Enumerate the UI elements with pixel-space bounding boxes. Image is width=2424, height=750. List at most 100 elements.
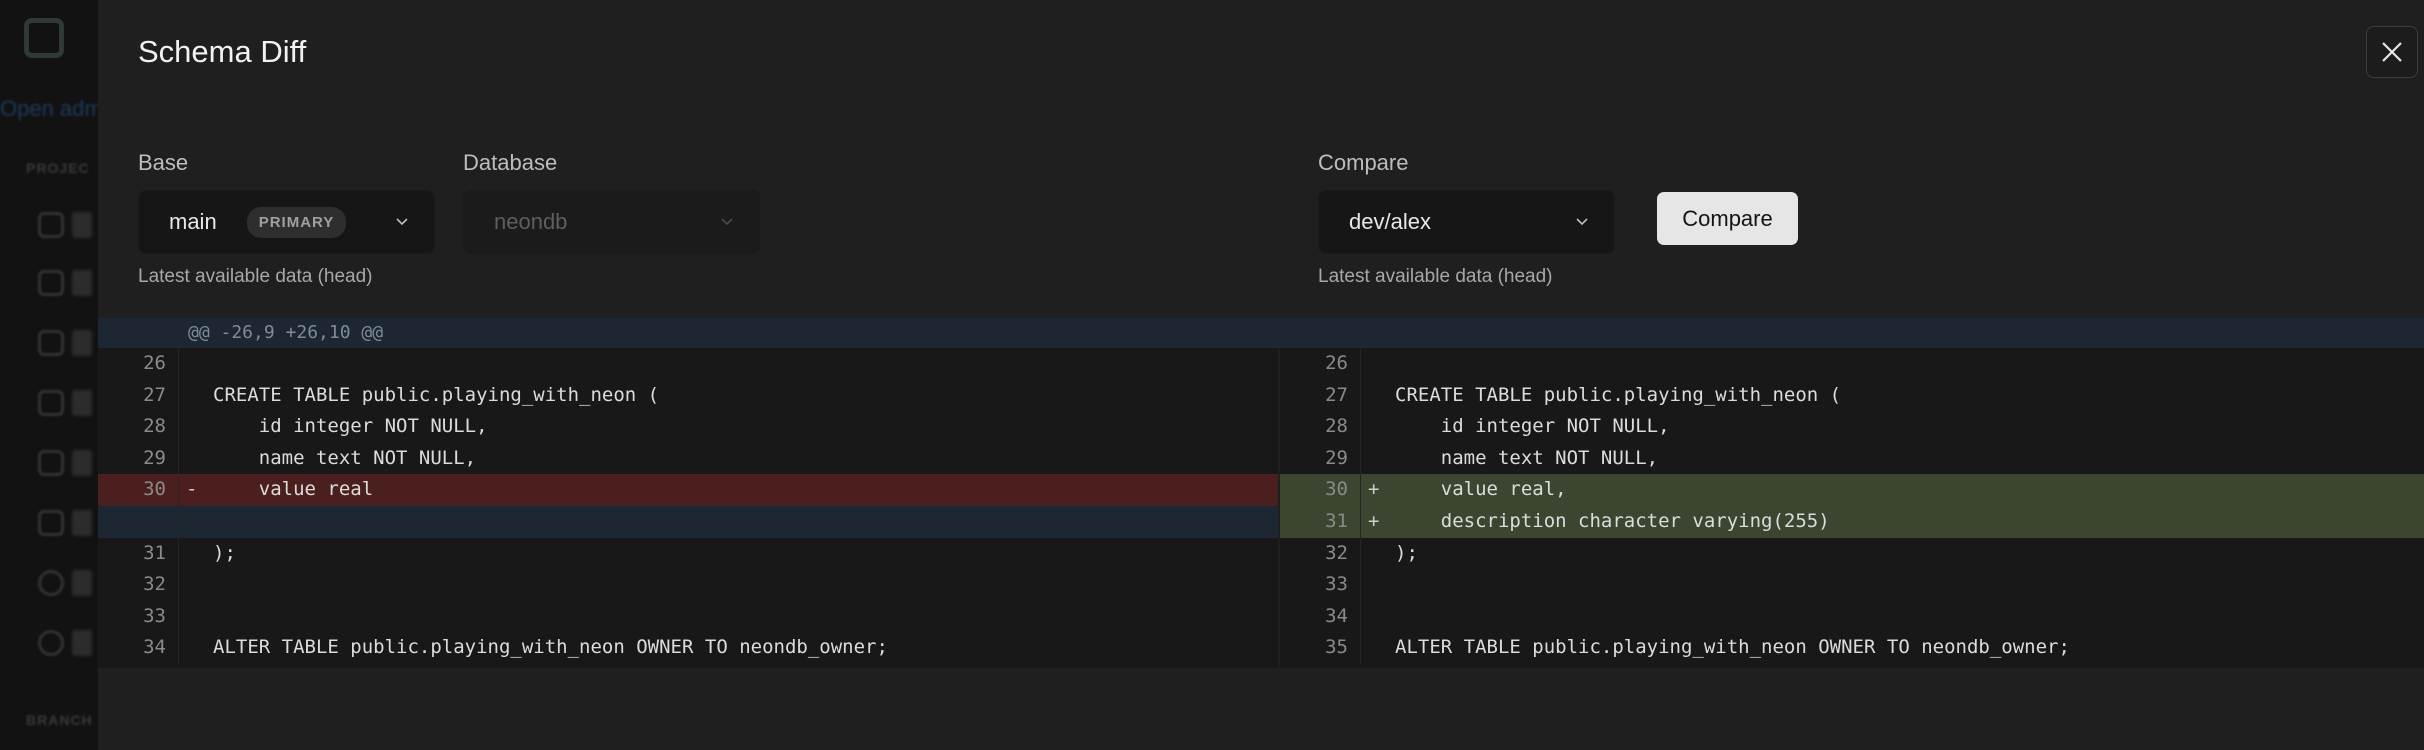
line-number: 29 — [1325, 446, 1348, 469]
diff-line: 29 name text NOT NULL, — [1280, 442, 2424, 475]
line-number: 33 — [143, 604, 166, 627]
diff-line: 32); — [1280, 537, 2424, 570]
database-select[interactable]: neondb — [463, 190, 760, 254]
dashboard-icon[interactable] — [38, 212, 64, 238]
gutter-divider — [1360, 442, 1361, 475]
base-branch-value: main — [169, 209, 217, 234]
code-text: description character varying(255) — [1395, 509, 1830, 532]
compare-branch-value: dev/alex — [1349, 209, 1431, 234]
line-number: 32 — [143, 573, 166, 596]
line-number: 30 — [143, 478, 166, 501]
gutter-divider — [178, 348, 179, 380]
line-number: 30 — [1325, 478, 1348, 501]
code-text: ); — [1395, 541, 1418, 564]
gutter-divider — [178, 474, 179, 506]
code-text: id integer NOT NULL, — [1395, 415, 1670, 438]
gutter-divider — [1360, 632, 1361, 664]
restore-icon[interactable] — [38, 390, 64, 416]
dialog-title: Schema Diff — [138, 34, 307, 69]
code-text: id integer NOT NULL, — [213, 415, 488, 438]
gutter-divider — [1360, 569, 1361, 601]
monitoring-icon[interactable] — [38, 450, 64, 476]
gutter-divider — [1360, 474, 1361, 506]
diff-line: 30- value real — [98, 474, 1278, 506]
line-number: 35 — [1325, 636, 1348, 659]
check-icon[interactable] — [38, 630, 64, 656]
line-number: 26 — [1325, 352, 1348, 374]
compare-branch-select[interactable]: dev/alex — [1318, 190, 1615, 254]
compare-label: Compare — [1318, 150, 1409, 175]
open-admin-link[interactable]: Open adm — [0, 96, 98, 121]
base-branch-select[interactable]: main PRIMARY — [138, 190, 435, 254]
gutter-divider — [1360, 348, 1361, 380]
line-number: 29 — [143, 446, 166, 469]
code-text: value real, — [1395, 478, 1567, 501]
base-label: Base — [138, 150, 189, 175]
diff-line: 26 — [98, 348, 1278, 380]
diff-line: 33 — [98, 600, 1278, 633]
sidebar-section-branches: BRANCH — [26, 712, 93, 728]
line-number: 26 — [143, 352, 166, 374]
compare-hint: Latest available data (head) — [1318, 266, 1553, 287]
code-text: ALTER TABLE public.playing_with_neon OWN… — [213, 636, 888, 659]
sidebar-section-project: PROJEC — [26, 160, 90, 176]
diff-line: 35 ALTER TABLE public.playing_with_neon O… — [1280, 632, 2424, 664]
code-text: value real — [213, 478, 374, 501]
diff-line: 27 CREATE TABLE public.playing_with_neon … — [98, 379, 1278, 412]
code-text: CREATE TABLE public.playing_with_neon ( — [1395, 383, 1842, 406]
sidebar-item[interactable] — [72, 330, 92, 356]
diff-line: 26 — [1280, 348, 2424, 380]
sql-editor-icon[interactable] — [38, 330, 64, 356]
diff-line: 34 ALTER TABLE public.playing_with_neon O… — [98, 632, 1278, 664]
line-number: 32 — [1325, 541, 1348, 564]
database-label: Database — [463, 150, 558, 175]
diff-marker: + — [1368, 478, 1380, 501]
gutter-divider — [178, 442, 179, 475]
diff-line: 31 + description character varying(255) — [1280, 505, 2424, 538]
diff-pane-compare: 26 27 CREATE TABLE public.playing_with_neo… — [1280, 348, 2424, 668]
base-hint: Latest available data (head) — [138, 266, 373, 287]
code-text: name text NOT NULL, — [1395, 446, 1659, 469]
diff-line: 30 + value real, — [1280, 474, 2424, 506]
sidebar-item[interactable] — [72, 630, 92, 656]
branches-icon[interactable] — [38, 270, 64, 296]
diff-pane-base: 26 27 CREATE TABLE public.playing_with_neo… — [98, 348, 1278, 668]
diff-marker: + — [1368, 509, 1380, 532]
database-value: neondb — [494, 209, 568, 234]
chevron-down-icon — [396, 218, 408, 226]
diff-line: 28 id integer NOT NULL, — [1280, 411, 2424, 443]
line-number: 28 — [1325, 415, 1348, 438]
gutter-divider — [1360, 411, 1361, 443]
code-text: ALTER TABLE public.playing_with_neon OWN… — [1395, 636, 2070, 659]
integrations-icon[interactable] — [38, 510, 64, 536]
line-number: 27 — [143, 383, 166, 406]
gutter-divider — [178, 379, 179, 412]
compare-button[interactable]: Compare — [1657, 192, 1798, 245]
line-number: 34 — [143, 636, 166, 659]
sidebar-item[interactable] — [72, 570, 92, 596]
line-number: 31 — [143, 541, 166, 564]
sidebar-item[interactable] — [72, 270, 92, 296]
chevron-down-icon — [721, 218, 733, 226]
code-text: CREATE TABLE public.playing_with_neon ( — [213, 383, 660, 406]
diff-line: 27 CREATE TABLE public.playing_with_neon … — [1280, 379, 2424, 412]
diff-line: 32 — [98, 569, 1278, 601]
line-number: 33 — [1325, 573, 1348, 596]
diff-line: 31); — [98, 537, 1278, 570]
diff-line — [98, 505, 1278, 538]
sidebar-item[interactable] — [72, 212, 92, 238]
line-number: 34 — [1325, 604, 1348, 627]
sidebar-item[interactable] — [72, 510, 92, 536]
neon-logo-icon — [24, 18, 64, 58]
close-button[interactable] — [2366, 26, 2418, 78]
sidebar-item[interactable] — [72, 390, 92, 416]
gutter-divider — [178, 632, 179, 664]
code-text: ); — [213, 541, 236, 564]
diff-line: 33 — [1280, 569, 2424, 601]
close-icon — [2382, 42, 2402, 62]
sidebar-item[interactable] — [72, 450, 92, 476]
code-text: name text NOT NULL, — [213, 446, 477, 469]
gutter-divider — [1360, 537, 1361, 570]
hunk-header: @@ -26,9 +26,10 @@ — [98, 318, 2424, 348]
settings-icon[interactable] — [38, 570, 64, 596]
